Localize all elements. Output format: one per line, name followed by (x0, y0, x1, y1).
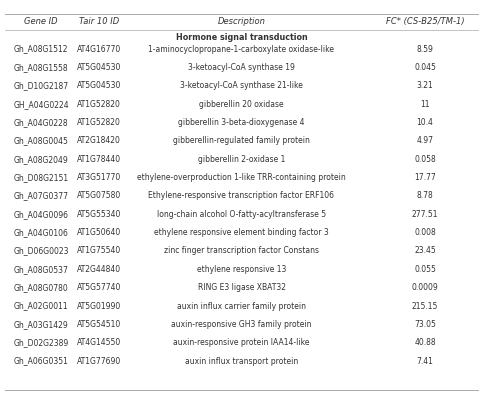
Text: Gh_A04G0106: Gh_A04G0106 (14, 228, 69, 237)
Text: ethylene responsive 13: ethylene responsive 13 (197, 265, 286, 274)
Text: Gh_D02G2389: Gh_D02G2389 (14, 338, 69, 347)
Text: AT2G18420: AT2G18420 (77, 136, 121, 145)
Text: 0.045: 0.045 (414, 63, 436, 72)
Text: 8.78: 8.78 (417, 192, 433, 200)
Text: AT1G50640: AT1G50640 (77, 228, 121, 237)
Text: Gh_A03G1429: Gh_A03G1429 (14, 320, 69, 329)
Text: 17.77: 17.77 (414, 173, 436, 182)
Text: AT5G04530: AT5G04530 (77, 63, 121, 72)
Text: Gh_A02G0011: Gh_A02G0011 (14, 302, 69, 310)
Text: Description: Description (217, 18, 266, 26)
Text: 0.058: 0.058 (414, 155, 436, 164)
Text: Gh_D10G2187: Gh_D10G2187 (14, 81, 69, 90)
Text: GH_A04G0224: GH_A04G0224 (13, 100, 69, 109)
Text: Gh_A08G0780: Gh_A08G0780 (14, 283, 69, 292)
Text: 40.88: 40.88 (414, 338, 436, 347)
Text: 3-ketoacyl-CoA synthase 21-like: 3-ketoacyl-CoA synthase 21-like (180, 81, 303, 90)
Text: 7.41: 7.41 (417, 357, 433, 365)
Text: 215.15: 215.15 (412, 302, 438, 310)
Text: AT1G77690: AT1G77690 (77, 357, 121, 365)
Text: gibberellin 2-oxidase 1: gibberellin 2-oxidase 1 (198, 155, 285, 164)
Text: Hormone signal transduction: Hormone signal transduction (176, 34, 307, 42)
Text: Gh_A08G0045: Gh_A08G0045 (14, 136, 69, 145)
Text: 10.4: 10.4 (417, 118, 433, 127)
Text: AT1G52820: AT1G52820 (77, 118, 121, 127)
Text: Gh_D08G2151: Gh_D08G2151 (14, 173, 69, 182)
Text: RING E3 ligase XBAT32: RING E3 ligase XBAT32 (198, 283, 285, 292)
Text: gibberellin 3-beta-dioxygenase 4: gibberellin 3-beta-dioxygenase 4 (178, 118, 305, 127)
Text: FC* (CS-B25/TM-1): FC* (CS-B25/TM-1) (386, 18, 464, 26)
Text: AT1G75540: AT1G75540 (77, 247, 121, 255)
Text: auxin-responsive protein IAA14-like: auxin-responsive protein IAA14-like (173, 338, 310, 347)
Text: zinc finger transcription factor Constans: zinc finger transcription factor Constan… (164, 247, 319, 255)
Text: 23.45: 23.45 (414, 247, 436, 255)
Text: 0.0009: 0.0009 (412, 283, 439, 292)
Text: AT5G01990: AT5G01990 (77, 302, 121, 310)
Text: Gh_A08G1512: Gh_A08G1512 (14, 45, 68, 53)
Text: 3.21: 3.21 (417, 81, 433, 90)
Text: AT4G14550: AT4G14550 (77, 338, 121, 347)
Text: 4.97: 4.97 (416, 136, 434, 145)
Text: ethylene-overproduction 1-like TRR-containing protein: ethylene-overproduction 1-like TRR-conta… (137, 173, 346, 182)
Text: Gh_A08G2049: Gh_A08G2049 (14, 155, 69, 164)
Text: 8.59: 8.59 (417, 45, 433, 53)
Text: 0.055: 0.055 (414, 265, 436, 274)
Text: Ethylene-responsive transcription factor ERF106: Ethylene-responsive transcription factor… (148, 192, 335, 200)
Text: 277.51: 277.51 (412, 210, 438, 219)
Text: Gh_A08G0537: Gh_A08G0537 (14, 265, 69, 274)
Text: AT4G16770: AT4G16770 (77, 45, 121, 53)
Text: 3-ketoacyl-CoA synthase 19: 3-ketoacyl-CoA synthase 19 (188, 63, 295, 72)
Text: long-chain alcohol O-fatty-acyltransferase 5: long-chain alcohol O-fatty-acyltransfera… (157, 210, 326, 219)
Text: AT3G51770: AT3G51770 (77, 173, 121, 182)
Text: ethylene responsive element binding factor 3: ethylene responsive element binding fact… (154, 228, 329, 237)
Text: auxin influx transport protein: auxin influx transport protein (185, 357, 298, 365)
Text: Gene ID: Gene ID (24, 18, 58, 26)
Text: AT1G78440: AT1G78440 (77, 155, 121, 164)
Text: AT1G52820: AT1G52820 (77, 100, 121, 109)
Text: AT5G57740: AT5G57740 (77, 283, 121, 292)
Text: auxin influx carrier family protein: auxin influx carrier family protein (177, 302, 306, 310)
Text: 1-aminocyclopropane-1-carboxylate oxidase-like: 1-aminocyclopropane-1-carboxylate oxidas… (148, 45, 335, 53)
Text: 11: 11 (420, 100, 430, 109)
Text: 0.008: 0.008 (414, 228, 436, 237)
Text: AT2G44840: AT2G44840 (77, 265, 121, 274)
Text: AT5G07580: AT5G07580 (77, 192, 121, 200)
Text: Tair 10 ID: Tair 10 ID (79, 18, 119, 26)
Text: Gh_A08G1558: Gh_A08G1558 (14, 63, 69, 72)
Text: AT5G54510: AT5G54510 (77, 320, 121, 329)
Text: Gh_A04G0096: Gh_A04G0096 (14, 210, 69, 219)
Text: gibberellin 20 oxidase: gibberellin 20 oxidase (199, 100, 284, 109)
Text: Gh_A06G0351: Gh_A06G0351 (14, 357, 69, 365)
Text: AT5G04530: AT5G04530 (77, 81, 121, 90)
Text: 73.05: 73.05 (414, 320, 436, 329)
Text: AT5G55340: AT5G55340 (77, 210, 121, 219)
Text: gibberellin-regulated family protein: gibberellin-regulated family protein (173, 136, 310, 145)
Text: Gh_A04G0228: Gh_A04G0228 (14, 118, 69, 127)
Text: auxin-responsive GH3 family protein: auxin-responsive GH3 family protein (171, 320, 312, 329)
Text: Gh_A07G0377: Gh_A07G0377 (14, 192, 69, 200)
Text: Gh_D06G0023: Gh_D06G0023 (14, 247, 69, 255)
